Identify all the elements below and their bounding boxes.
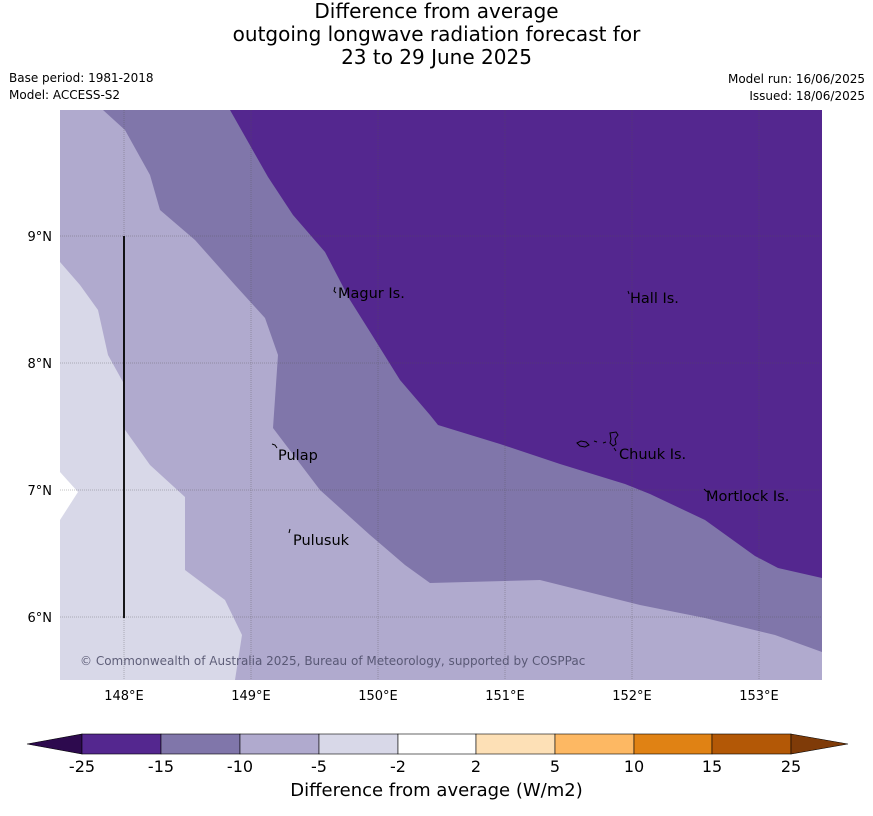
colorbar-bin [475, 733, 556, 755]
colorbar-tick: 15 [702, 757, 722, 776]
meta-left: Base period: 1981-2018 Model: ACCESS-S2 [9, 70, 154, 104]
lat-axis: 9°N 8°N 7°N 6°N [28, 230, 53, 626]
colorbar-tick: 5 [550, 757, 560, 776]
place-label: Pulusuk [293, 533, 350, 549]
colorbar-tick: -15 [148, 757, 174, 776]
copyright-text: © Commonwealth of Australia 2025, Bureau… [80, 654, 585, 668]
place-label: Magur Is. [338, 286, 405, 302]
place-label: Mortlock Is. [706, 489, 789, 505]
place-label: Hall Is. [630, 291, 679, 307]
issued-date: Issued: 18/06/2025 [749, 89, 865, 103]
colorbar-bin [318, 733, 399, 755]
colorbar-tick: -10 [227, 757, 253, 776]
colorbar-label: Difference from average (W/m2) [290, 780, 583, 801]
lat-tick: 7°N [28, 484, 53, 499]
lon-tick: 148°E [104, 689, 144, 704]
graticule [60, 110, 822, 680]
colorbar-under [26, 733, 83, 755]
lat-tick: 6°N [28, 611, 53, 626]
map-area [60, 110, 822, 680]
colorbar-bin [81, 733, 162, 755]
colorbar-tick: 2 [471, 757, 481, 776]
colorbar-ticks: -25 -15 -10 -5 -2 2 5 10 15 25 [69, 757, 801, 776]
lon-tick: 150°E [358, 689, 398, 704]
title-line-2: outgoing longwave radiation forecast for [232, 22, 641, 46]
colorbar-over [790, 733, 849, 755]
place-labels: Magur Is. Hall Is. Pulap Chuuk Is. Mortl… [278, 286, 789, 549]
base-period: Base period: 1981-2018 [9, 71, 154, 85]
island-marks [271, 286, 709, 534]
meta-right: Model run: 16/06/2025 Issued: 18/06/2025 [728, 71, 865, 105]
lon-axis: 148°E 149°E 150°E 151°E 152°E 153°E [104, 689, 779, 704]
colorbar [26, 733, 849, 755]
colorbar-bin [160, 733, 241, 755]
lon-tick: 153°E [739, 689, 779, 704]
place-label: Pulap [278, 448, 318, 464]
model-name: Model: ACCESS-S2 [9, 88, 121, 102]
place-label: Chuuk Is. [619, 447, 686, 463]
colorbar-bin [711, 733, 792, 755]
lat-tick: 9°N [28, 230, 53, 245]
model-run: Model run: 16/06/2025 [727, 72, 865, 86]
title-line-3: 23 to 29 June 2025 [341, 45, 532, 69]
title-line-1: Difference from average [314, 0, 559, 23]
lat-tick: 8°N [28, 357, 53, 372]
colorbar-bin [397, 733, 477, 755]
lon-tick: 152°E [612, 689, 652, 704]
zone-minus2-2 [60, 472, 78, 520]
colorbar-tick: 25 [781, 757, 801, 776]
colorbar-tick: -2 [390, 757, 406, 776]
colorbar-tick: 10 [624, 757, 644, 776]
colorbar-bin [554, 733, 635, 755]
colorbar-tick: -5 [311, 757, 327, 776]
colorbar-tick: -25 [69, 757, 95, 776]
colorbar-bin [239, 733, 320, 755]
lon-tick: 151°E [485, 689, 525, 704]
lon-tick: 149°E [231, 689, 271, 704]
map-title: Difference from average outgoing longwav… [0, 0, 873, 69]
map-figure: Magur Is. Hall Is. Pulap Chuuk Is. Mortl… [26, 110, 849, 776]
colorbar-bin [633, 733, 713, 755]
